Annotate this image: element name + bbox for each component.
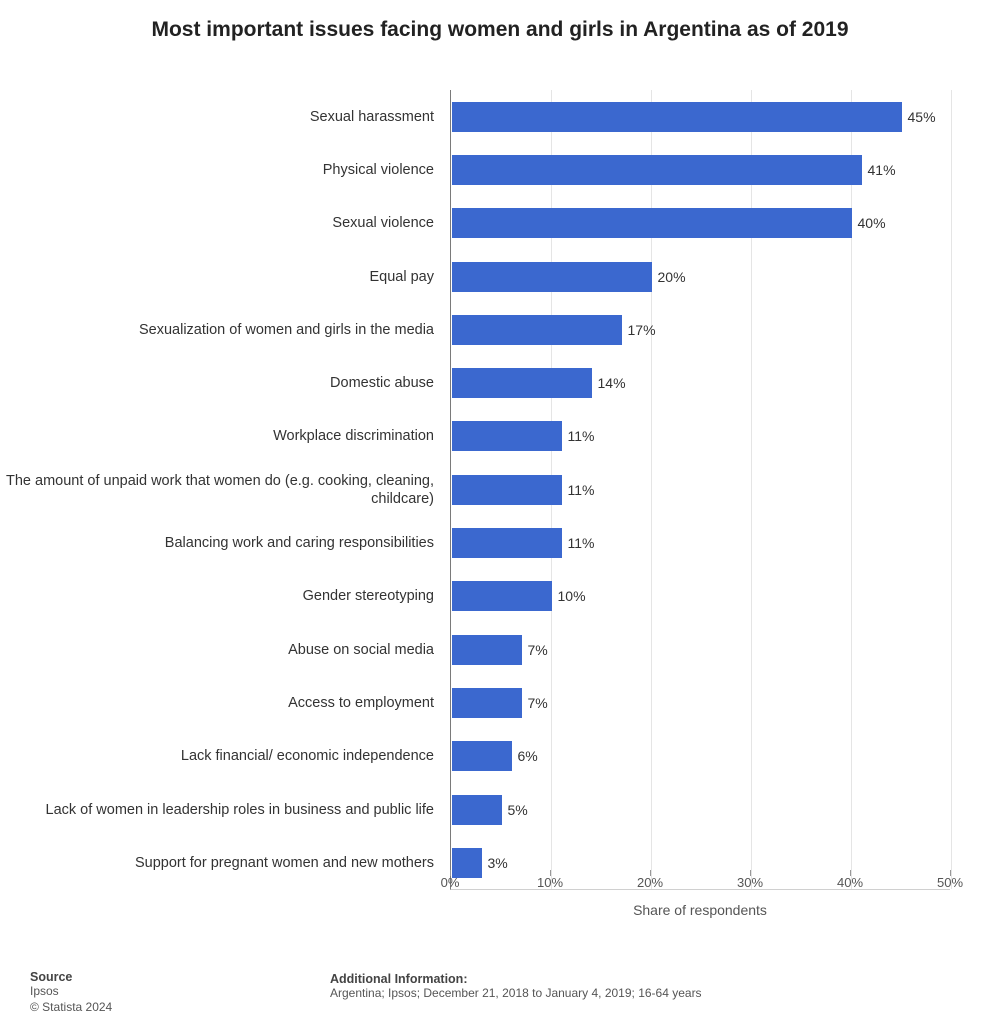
chart-row: Sexual harassment 45% (0, 90, 1000, 143)
bar (452, 528, 562, 558)
category-label: Abuse on social media (0, 641, 440, 659)
bar (452, 795, 502, 825)
bar (452, 208, 852, 238)
x-axis-label: Share of respondents (450, 902, 950, 918)
chart-row: Workplace discrimination 11% (0, 410, 1000, 463)
footer-additional-info: Additional Information: Argentina; Ipsos… (330, 972, 702, 1000)
value-label: 14% (598, 375, 626, 391)
category-label: Support for pregnant women and new mothe… (0, 854, 440, 872)
chart-row: Lack of women in leadership roles in bus… (0, 783, 1000, 836)
value-label: 3% (488, 855, 508, 871)
source-heading: Source (30, 970, 112, 984)
chart-row: Access to employment 7% (0, 676, 1000, 729)
bar (452, 475, 562, 505)
chart-title: Most important issues facing women and g… (0, 0, 1000, 42)
bar (452, 848, 482, 878)
category-label: Balancing work and caring responsibiliti… (0, 534, 440, 552)
bar (452, 581, 552, 611)
category-label: Lack financial/ economic independence (0, 747, 440, 765)
chart-row: Physical violence 41% (0, 143, 1000, 196)
chart-row: The amount of unpaid work that women do … (0, 463, 1000, 516)
chart-row: Sexual violence 40% (0, 197, 1000, 250)
value-label: 11% (568, 482, 595, 498)
value-label: 17% (628, 322, 656, 338)
value-label: 41% (868, 162, 896, 178)
bar (452, 262, 652, 292)
info-heading: Additional Information: (330, 972, 702, 986)
value-label: 7% (528, 695, 548, 711)
source-name: Ipsos (30, 984, 112, 998)
bar (452, 688, 522, 718)
value-label: 11% (568, 535, 595, 551)
category-label: Sexual violence (0, 214, 440, 232)
value-label: 11% (568, 428, 595, 444)
category-label: Physical violence (0, 161, 440, 179)
bar (452, 741, 512, 771)
category-label: The amount of unpaid work that women do … (0, 472, 440, 508)
footer-source: Source Ipsos © Statista 2024 (30, 970, 112, 1014)
chart-row: Equal pay 20% (0, 250, 1000, 303)
info-text: Argentina; Ipsos; December 21, 2018 to J… (330, 986, 702, 1000)
category-label: Access to employment (0, 694, 440, 712)
chart-row: Support for pregnant women and new mothe… (0, 836, 1000, 889)
bar (452, 635, 522, 665)
chart-row: Domestic abuse 14% (0, 357, 1000, 410)
value-label: 6% (518, 748, 538, 764)
value-label: 45% (908, 109, 936, 125)
bar (452, 421, 562, 451)
value-label: 20% (658, 269, 686, 285)
chart-row: Lack financial/ economic independence 6% (0, 730, 1000, 783)
category-label: Sexualization of women and girls in the … (0, 321, 440, 339)
copyright-text: © Statista 2024 (30, 1000, 112, 1014)
value-label: 10% (558, 588, 586, 604)
category-label: Workplace discrimination (0, 427, 440, 445)
chart-row: Balancing work and caring responsibiliti… (0, 516, 1000, 569)
category-label: Lack of women in leadership roles in bus… (0, 800, 440, 818)
bar (452, 102, 902, 132)
category-label: Gender stereotyping (0, 587, 440, 605)
bar (452, 368, 592, 398)
chart-area: Share of respondents 0%10%20%30%40%50%Se… (0, 70, 1000, 940)
category-label: Sexual harassment (0, 108, 440, 126)
chart-row: Gender stereotyping 10% (0, 570, 1000, 623)
bar (452, 315, 622, 345)
bar (452, 155, 862, 185)
value-label: 40% (858, 215, 886, 231)
chart-row: Abuse on social media 7% (0, 623, 1000, 676)
chart-row: Sexualization of women and girls in the … (0, 303, 1000, 356)
category-label: Domestic abuse (0, 374, 440, 392)
value-label: 5% (508, 802, 528, 818)
category-label: Equal pay (0, 267, 440, 285)
value-label: 7% (528, 642, 548, 658)
